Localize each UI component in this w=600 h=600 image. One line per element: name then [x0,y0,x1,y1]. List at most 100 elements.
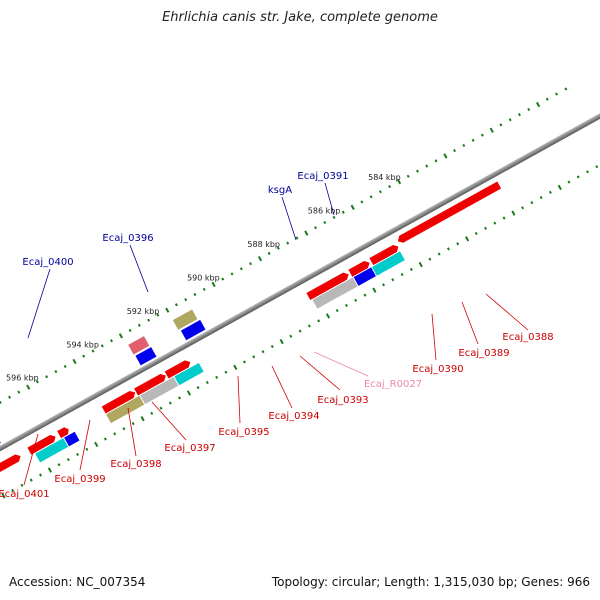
gene-label-bottom[interactable]: Ecaj_0390 [412,364,463,375]
minor-tick [45,375,49,379]
major-tick [211,281,216,288]
gene-feature[interactable] [312,277,358,309]
major-tick [165,307,170,313]
gene-feature[interactable] [64,431,80,447]
leader-line [23,433,39,486]
gene-label-bottom[interactable]: Ecaj_R0027 [364,379,422,390]
gene-label-bottom[interactable]: Ecaj_0395 [218,427,269,438]
gene-label-bottom[interactable]: Ecaj_0398 [110,459,161,470]
gene-feature[interactable] [128,336,150,355]
minor-tick [332,215,336,219]
gene-label-top[interactable]: Ecaj_0400 [22,257,73,268]
minor-tick [382,283,386,287]
major-tick [257,256,263,262]
gene-label-bottom[interactable]: Ecaj_0399 [54,474,105,485]
minor-tick [344,303,348,307]
minor-tick [539,195,543,200]
minor-tick [456,242,460,246]
minor-tick [150,411,154,415]
leader-line [485,293,529,331]
minor-tick [428,257,432,261]
gene-feature[interactable] [57,426,70,439]
minor-tick [76,452,80,457]
leader-line [127,407,137,457]
leader-line [129,244,149,293]
minor-tick [63,364,67,369]
gene-feature[interactable] [135,347,157,366]
gene-feature[interactable] [180,319,206,341]
minor-tick [239,267,243,271]
genome-backbone [0,70,600,493]
major-tick [118,333,123,339]
gene-label-bottom[interactable]: Ecaj_0394 [268,411,319,422]
leader-line [79,419,91,471]
minor-tick [230,272,234,276]
gene-feature[interactable] [306,271,350,301]
minor-tick [20,483,24,487]
minor-tick [8,395,12,399]
major-tick [557,184,562,191]
minor-tick [17,390,21,394]
minor-tick [530,201,534,205]
minor-tick [174,303,178,307]
gene-feature[interactable] [164,358,192,379]
gene-label-bottom[interactable]: Ecaj_0401 [0,489,50,500]
minor-tick [128,328,132,333]
gene-feature[interactable] [396,181,502,244]
minor-tick [11,488,15,492]
gene-feature[interactable] [27,433,57,455]
gene-label-bottom[interactable]: Ecaj_0389 [458,348,509,359]
gene-feature[interactable] [172,309,198,330]
minor-tick [409,267,413,272]
gene-label-top[interactable]: ksgA [268,185,292,196]
map-title: Ehrlichia canis str. Jake, complete geno… [162,10,438,25]
minor-tick [122,427,126,431]
leader-line [431,313,437,361]
minor-tick [388,184,392,189]
minor-tick [252,355,256,359]
gene-feature[interactable] [101,389,137,414]
leader-line [299,355,341,391]
gene-feature[interactable] [348,259,371,277]
minor-tick [298,329,302,333]
gene-label-top[interactable]: Ecaj_0396 [102,233,153,244]
gene-feature[interactable] [372,251,405,276]
gene-label-bottom[interactable]: Ecaj_0393 [317,395,368,406]
gene-label-bottom[interactable]: Ecaj_0397 [164,443,215,454]
kbp-label: 594 kbp [66,340,99,349]
gene-feature[interactable] [353,267,376,286]
minor-tick [202,287,206,291]
minor-tick [113,432,117,436]
leader-line [313,351,369,377]
gene-label-bottom[interactable]: Ecaj_0388 [502,332,553,343]
gene-feature[interactable] [174,362,204,386]
gene-feature[interactable] [0,453,23,475]
gene-feature[interactable] [140,376,179,405]
minor-tick [54,369,58,374]
gene-feature[interactable] [35,438,69,463]
minor-tick [66,458,70,462]
major-tick [26,384,31,390]
gene-feature[interactable] [134,372,168,396]
minor-tick [159,406,163,410]
minor-tick [508,118,512,122]
minor-tick [267,251,271,255]
minor-tick [85,447,89,451]
minor-tick [517,113,521,117]
leader-line [281,196,297,241]
minor-tick [242,360,246,364]
kbp-label: 584 kbp [368,173,401,182]
minor-tick [196,386,200,390]
minor-tick [360,200,364,204]
minor-tick [184,298,188,302]
gene-feature[interactable] [369,243,400,266]
minor-tick [82,354,86,358]
minor-tick [354,298,358,302]
minor-tick [295,236,299,240]
major-tick [511,210,516,216]
gene-feature[interactable] [106,395,145,424]
kbp-label: 590 kbp [187,273,220,282]
gene-label-top[interactable]: Ecaj_0391 [297,171,348,182]
minor-tick [317,319,321,323]
